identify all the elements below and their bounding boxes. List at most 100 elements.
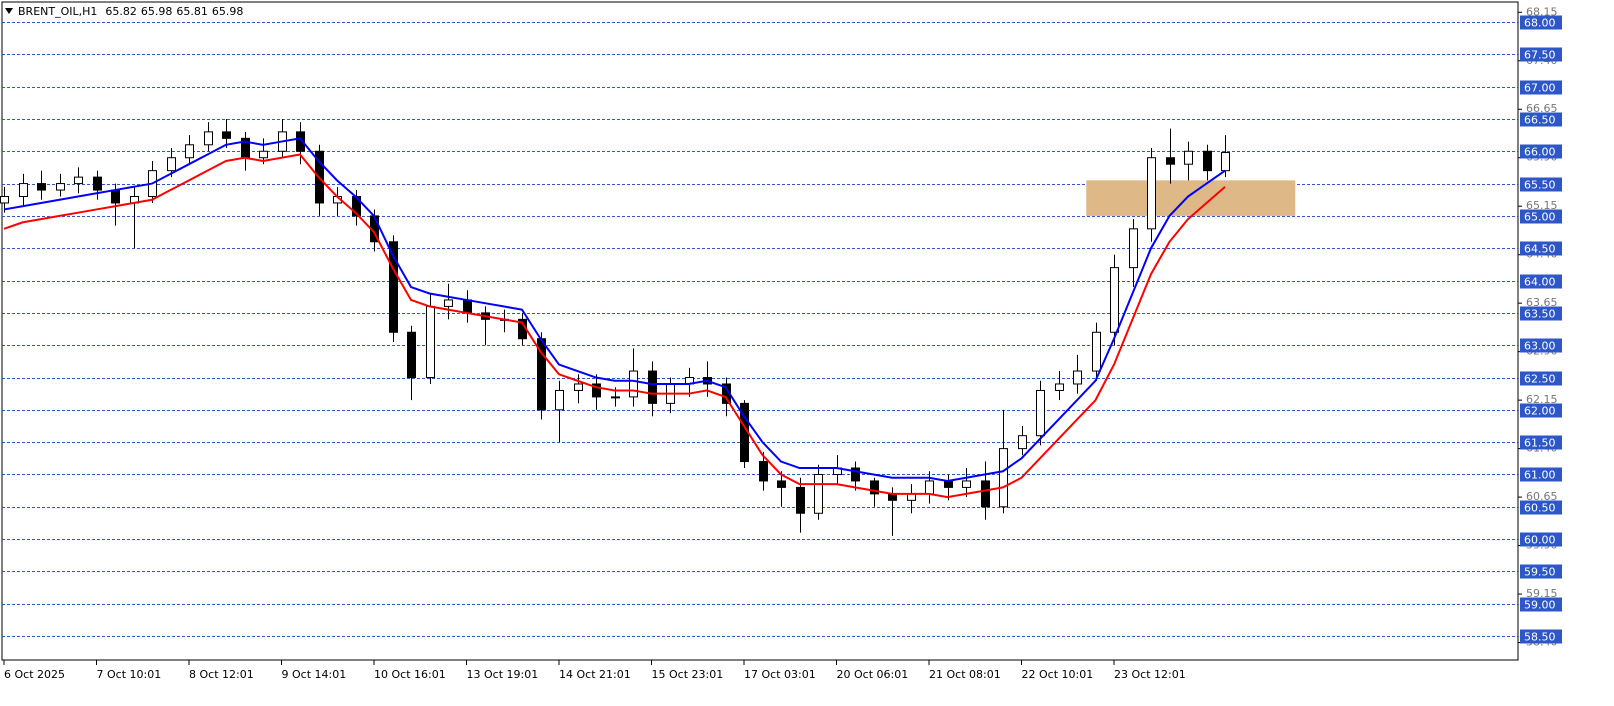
candle-body <box>389 241 398 333</box>
level-box <box>1520 500 1562 515</box>
level-box <box>1520 144 1562 159</box>
candle-body <box>1055 383 1064 391</box>
candle-body <box>1036 389 1045 437</box>
candle-body <box>444 299 453 307</box>
price-label: 68.15 <box>1526 5 1558 18</box>
price-label: 62.15 <box>1526 393 1558 406</box>
candle-body <box>204 131 213 146</box>
level-box <box>1520 177 1562 192</box>
header-value: 65.98 <box>141 5 173 18</box>
x-tick-label: 14 Oct 21:01 <box>559 668 631 681</box>
header: BRENT_OIL,H1 65.82 65.98 65.81 65.98 <box>18 5 243 18</box>
y-tick-label: 59.50 <box>1524 566 1556 579</box>
candle-body <box>37 183 46 191</box>
candle-body <box>19 183 28 198</box>
candle-body <box>56 183 65 191</box>
y-tick-label: 67.00 <box>1524 82 1556 95</box>
level-box <box>1520 532 1562 547</box>
price-label: 60.65 <box>1526 490 1558 503</box>
candle-body <box>999 448 1008 508</box>
candle-body <box>296 131 305 152</box>
zone <box>1086 180 1296 216</box>
plot <box>0 118 1296 536</box>
candle-body <box>759 461 768 482</box>
price-label: 66.65 <box>1526 102 1558 115</box>
level-box <box>1520 338 1562 353</box>
candle-body <box>407 331 416 379</box>
level-box <box>1520 371 1562 386</box>
candle-body <box>1203 150 1212 172</box>
candle-body <box>167 157 176 172</box>
level-box <box>1520 467 1562 482</box>
candle-body <box>0 196 9 204</box>
price-label: 65.15 <box>1526 199 1558 212</box>
candle-body <box>74 176 83 185</box>
candle-body <box>611 396 620 399</box>
x-tick-label: 23 Oct 12:01 <box>1114 668 1186 681</box>
level-box <box>1520 241 1562 256</box>
candle-body <box>463 299 472 314</box>
candle-body <box>222 131 231 139</box>
level-box <box>1520 80 1562 95</box>
x-tick-label: 20 Oct 06:01 <box>837 668 909 681</box>
level-box <box>1520 209 1562 224</box>
candle-body <box>111 189 120 204</box>
price-label: 63.65 <box>1526 296 1558 309</box>
candle-body <box>93 176 102 191</box>
x-tick-label: 17 Oct 03:01 <box>744 668 816 681</box>
y-tick-label: 59.00 <box>1524 599 1556 612</box>
x-tick-label: 21 Oct 08:01 <box>929 668 1001 681</box>
x-tick-label: 15 Oct 23:01 <box>652 668 724 681</box>
candle-body <box>1221 152 1230 172</box>
candle-body <box>944 480 953 488</box>
level-box <box>1520 112 1562 127</box>
level-box <box>1520 597 1562 612</box>
moving-average <box>3 137 1226 482</box>
candle-body <box>555 389 564 411</box>
y-tick-label: 62.00 <box>1524 405 1556 418</box>
candle-body <box>925 480 934 495</box>
y-tick-label: 68.00 <box>1524 17 1556 30</box>
x-tick-label: 7 Oct 10:01 <box>97 668 162 681</box>
menu-triangle <box>5 8 13 14</box>
candle-body <box>851 467 860 482</box>
candle-body <box>426 305 435 379</box>
header-value: 65.98 <box>212 5 244 18</box>
y-tick-label: 64.00 <box>1524 276 1556 289</box>
symbol: BRENT_OIL,H1 <box>18 5 97 18</box>
candle-body <box>1110 267 1119 333</box>
x-tick-label: 9 Oct 14:01 <box>282 668 347 681</box>
y-tick-label: 61.00 <box>1524 469 1556 482</box>
y-tick-label: 66.50 <box>1524 114 1556 127</box>
level-box <box>1520 629 1562 644</box>
y-tick-label: 62.50 <box>1524 373 1556 386</box>
axis: 68.1567.4066.6565.9065.1564.4063.6562.90… <box>3 5 1562 681</box>
candle-body <box>814 473 823 514</box>
y-tick-label: 60.50 <box>1524 502 1556 515</box>
header-value: 65.81 <box>176 5 208 18</box>
candle-body <box>259 150 268 159</box>
x-tick-label: 22 Oct 10:01 <box>1022 668 1094 681</box>
candle-body <box>1018 435 1027 450</box>
level-box <box>1520 274 1562 289</box>
x-tick-label: 8 Oct 12:01 <box>189 668 254 681</box>
level-box <box>1520 47 1562 62</box>
level-box <box>1520 435 1562 450</box>
y-tick-label: 61.50 <box>1524 437 1556 450</box>
header-value: 65.82 <box>105 5 137 18</box>
y-tick-label: 58.50 <box>1524 631 1556 644</box>
candle-body <box>629 370 638 398</box>
candle-body <box>1166 157 1175 165</box>
candle-body <box>648 370 657 404</box>
candle-body <box>185 144 194 159</box>
candle-body <box>1184 150 1193 165</box>
y-tick-label: 60.00 <box>1524 534 1556 547</box>
x-tick-label: 13 Oct 19:01 <box>467 668 539 681</box>
level-box <box>1520 306 1562 321</box>
candle-body <box>1129 228 1138 269</box>
candle-body <box>870 480 879 495</box>
candle-body <box>777 480 786 488</box>
plot-frame <box>1 1 1519 661</box>
